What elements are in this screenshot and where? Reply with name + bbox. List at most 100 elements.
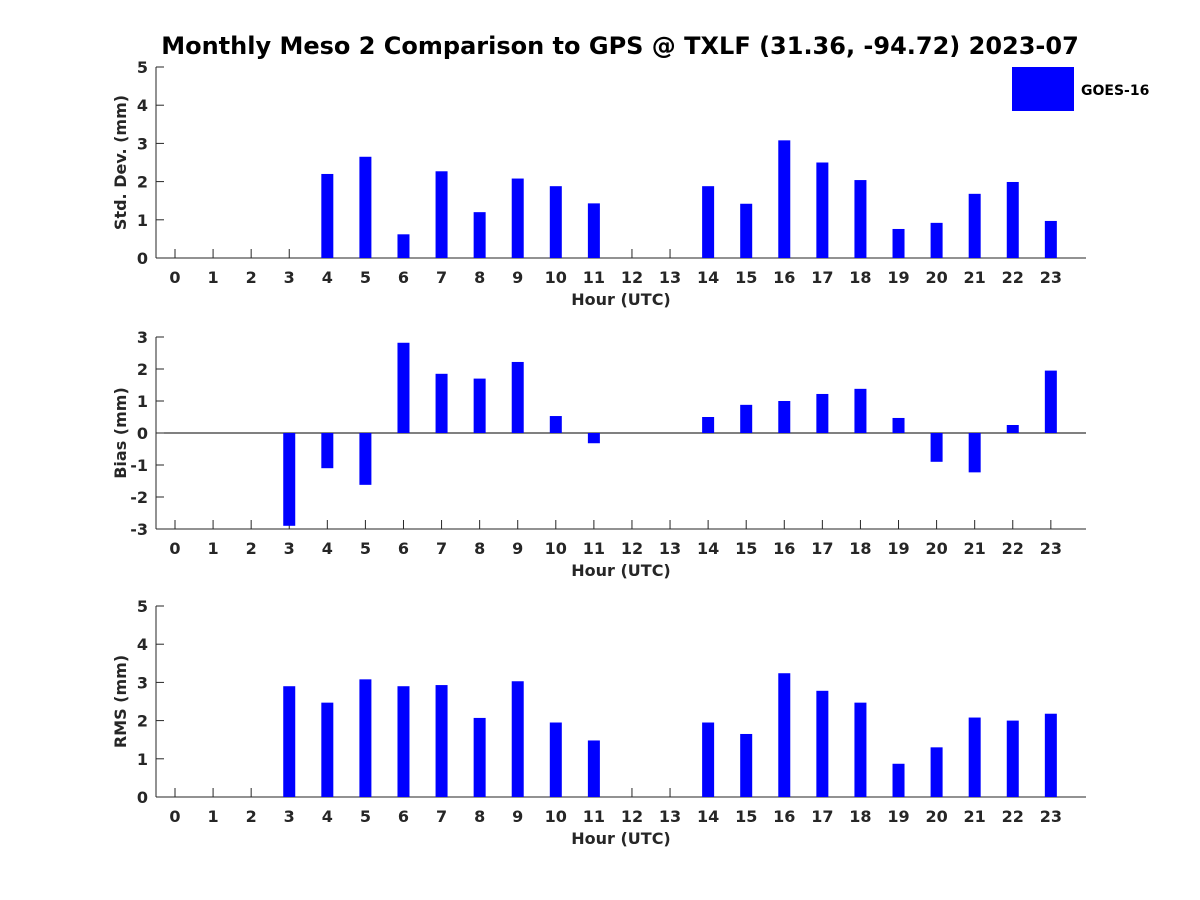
y-tick-label: -2	[130, 488, 148, 507]
y-tick-label: -1	[130, 456, 148, 475]
x-tick-label: 18	[849, 539, 871, 558]
x-tick-label: 12	[621, 268, 643, 287]
bar-hour-14	[702, 417, 715, 433]
x-tick-label: 21	[964, 268, 986, 287]
x-tick-label: 7	[436, 268, 447, 287]
y-tick-label: -3	[130, 520, 148, 539]
bar-hour-4	[321, 702, 334, 797]
bar-hour-19	[892, 763, 905, 797]
y-tick-label: 1	[137, 392, 148, 411]
bar-hour-17	[816, 393, 829, 433]
bar-hour-11	[587, 203, 600, 258]
x-tick-label: 10	[545, 268, 567, 287]
x-tick-label: 1	[208, 539, 219, 558]
bar-hour-6	[397, 342, 410, 433]
bar-hour-5	[359, 679, 372, 797]
x-tick-label: 0	[169, 268, 180, 287]
x-tick-label: 19	[887, 268, 909, 287]
x-tick-label: 10	[545, 807, 567, 826]
y-tick-label: 4	[137, 96, 148, 115]
x-tick-label: 7	[436, 539, 447, 558]
x-tick-label: 23	[1040, 539, 1062, 558]
x-tick-label: 6	[398, 807, 409, 826]
bar-hour-19	[892, 228, 905, 258]
bar-hour-6	[397, 686, 410, 797]
bar-hour-18	[854, 180, 867, 258]
bar-hour-20	[930, 433, 943, 462]
bar-hour-23	[1044, 713, 1057, 797]
bar-hour-19	[892, 417, 905, 433]
bar-hour-21	[968, 433, 981, 473]
x-tick-label: 21	[964, 539, 986, 558]
bar-hour-18	[854, 388, 867, 433]
y-tick-label: 0	[137, 424, 148, 443]
x-tick-label: 11	[583, 539, 605, 558]
y-tick-label: 1	[137, 750, 148, 769]
figure-title: Monthly Meso 2 Comparison to GPS @ TXLF …	[161, 32, 1079, 60]
x-tick-label: 6	[398, 539, 409, 558]
x-tick-label: 6	[398, 268, 409, 287]
x-tick-label: 13	[659, 268, 681, 287]
x-axis-label: Hour (UTC)	[571, 290, 671, 309]
x-tick-label: 3	[284, 807, 295, 826]
bar-hour-23	[1044, 220, 1057, 258]
bar-hour-7	[435, 373, 448, 433]
x-tick-label: 8	[474, 807, 485, 826]
x-tick-label: 15	[735, 268, 757, 287]
bar-hour-9	[511, 361, 524, 433]
x-tick-label: 3	[284, 539, 295, 558]
x-tick-label: 1	[208, 268, 219, 287]
bar-hour-3	[283, 433, 296, 526]
bar-hour-8	[473, 717, 486, 797]
x-tick-label: 7	[436, 807, 447, 826]
x-tick-label: 10	[545, 539, 567, 558]
bar-hour-22	[1006, 720, 1019, 797]
x-tick-label: 17	[811, 268, 833, 287]
bar-hour-6	[397, 234, 410, 258]
bar-hour-17	[816, 162, 829, 258]
legend-swatch	[1012, 67, 1074, 111]
bar-hour-16	[778, 401, 791, 433]
y-tick-label: 2	[137, 712, 148, 731]
y-tick-label: 1	[137, 211, 148, 230]
x-tick-label: 23	[1040, 268, 1062, 287]
bar-hour-15	[740, 733, 753, 797]
x-tick-label: 18	[849, 268, 871, 287]
bar-hour-11	[587, 433, 600, 444]
x-tick-label: 15	[735, 539, 757, 558]
x-tick-label: 12	[621, 539, 643, 558]
bar-hour-15	[740, 203, 753, 258]
x-tick-label: 21	[964, 807, 986, 826]
x-tick-label: 20	[925, 268, 947, 287]
bar-hour-5	[359, 156, 372, 258]
x-tick-label: 13	[659, 807, 681, 826]
x-tick-label: 18	[849, 807, 871, 826]
x-tick-label: 13	[659, 539, 681, 558]
x-tick-label: 20	[925, 539, 947, 558]
bar-hour-10	[549, 722, 562, 797]
bar-hour-14	[702, 722, 715, 797]
bar-hour-11	[587, 740, 600, 797]
x-tick-label: 11	[583, 268, 605, 287]
legend-label: GOES-16	[1081, 83, 1149, 99]
y-tick-label: 3	[137, 673, 148, 692]
bar-hour-22	[1006, 181, 1019, 258]
x-tick-label: 14	[697, 539, 719, 558]
y-axis-label: Bias (mm)	[111, 387, 130, 479]
y-tick-label: 3	[137, 134, 148, 153]
bar-hour-10	[549, 416, 562, 433]
x-tick-label: 8	[474, 539, 485, 558]
x-tick-label: 16	[773, 807, 795, 826]
bar-hour-16	[778, 140, 791, 258]
bar-hour-8	[473, 212, 486, 258]
x-tick-label: 3	[284, 268, 295, 287]
bar-hour-17	[816, 690, 829, 797]
x-tick-label: 5	[360, 539, 371, 558]
x-tick-label: 17	[811, 807, 833, 826]
y-axis-label: RMS (mm)	[111, 655, 130, 748]
x-tick-label: 2	[246, 539, 257, 558]
y-tick-label: 0	[137, 249, 148, 268]
